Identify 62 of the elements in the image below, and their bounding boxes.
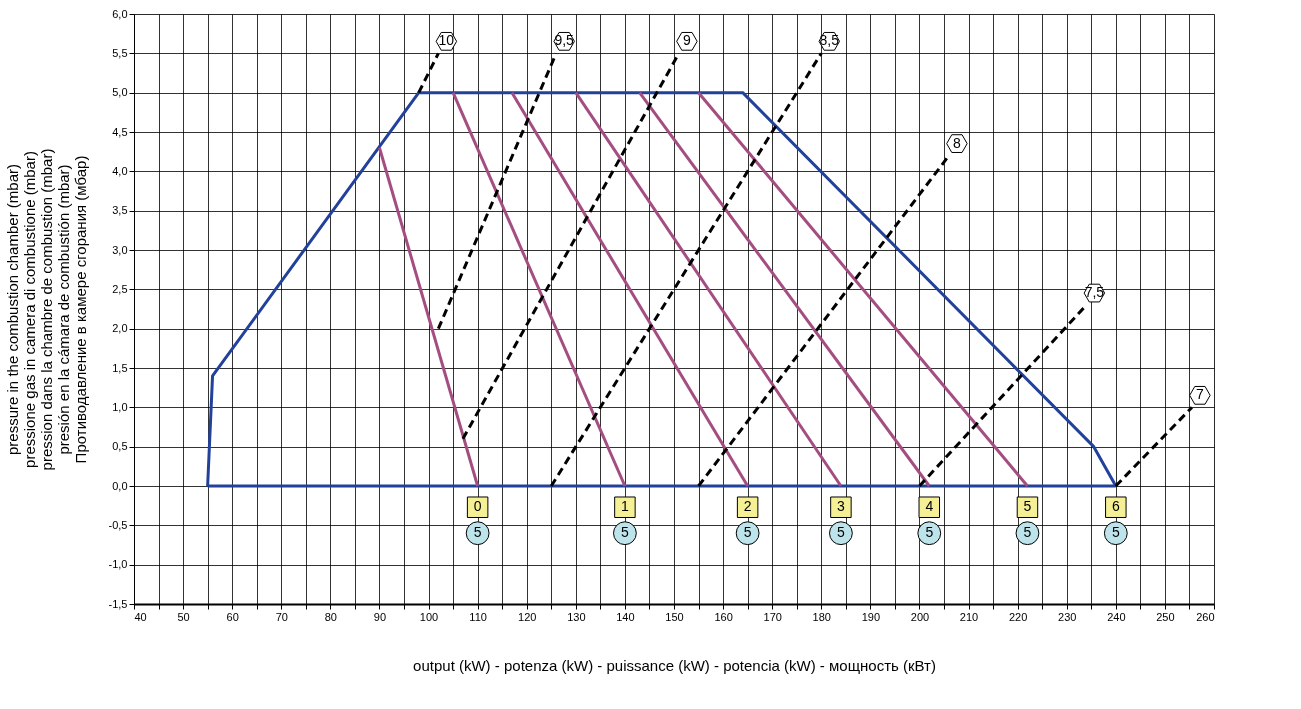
y-tick-label: 0,5	[112, 440, 128, 453]
y-tick-label: 3,5	[112, 204, 128, 217]
y-tick-label: -1,5	[108, 597, 128, 610]
x-tick-label: 240	[1107, 610, 1126, 623]
x-tick-label: 230	[1058, 610, 1077, 623]
x-tick-label: 160	[714, 610, 733, 623]
annotation: 5	[1023, 524, 1032, 541]
annotation: 4	[925, 498, 934, 515]
annotation: 0	[473, 498, 482, 515]
y-tick-label: 1,5	[112, 361, 128, 374]
series-label: 10	[438, 32, 455, 49]
y-tick-label: 0,0	[112, 479, 128, 492]
x-tick-label: 190	[861, 610, 881, 623]
x-tick-label: 40	[134, 610, 147, 623]
x-tick-label: 140	[616, 610, 635, 623]
y-axis-title: pressure in the combustion chamber (mbar) pressione gas in camera di combustione (mbar) pression dans la chambre de combustion (mbar) presión en la cámara de combustión (mbar) Противодавление в камере сгорания (мбар)	[3, 148, 89, 471]
x-tick-label: 170	[763, 610, 782, 623]
x-tick-label: 200	[910, 610, 930, 623]
series-label: 8,5	[819, 32, 840, 49]
annotation: 3	[837, 498, 846, 515]
series-label: 9,5	[554, 32, 575, 49]
x-tick-label: 60	[226, 610, 239, 623]
series-label: 8	[953, 134, 962, 151]
x-tick-label: 220	[1008, 610, 1028, 623]
annotation: 5	[473, 524, 482, 541]
x-tick-label: 90	[373, 610, 387, 623]
x-tick-label: 250	[1156, 610, 1175, 623]
y-tick-label: 2,5	[112, 282, 128, 295]
x-tick-label: 80	[324, 610, 337, 623]
annotation: 2	[743, 498, 752, 515]
annotation: 5	[925, 524, 934, 541]
y-tick-label: 3,0	[112, 243, 128, 256]
y-tick-label: 5,0	[112, 86, 128, 99]
x-tick-label: 260	[1196, 610, 1215, 623]
series-label: 7	[1196, 386, 1205, 403]
x-tick-label: 110	[469, 610, 487, 623]
x-tick-label: 150	[665, 610, 684, 623]
series-label: 9	[683, 32, 692, 49]
y-tick-label: 6,0	[112, 7, 128, 20]
annotation: 5	[621, 524, 630, 541]
annotation: 5	[1023, 498, 1032, 515]
annotation: 6	[1111, 498, 1120, 515]
x-tick-label: 180	[812, 610, 831, 623]
y-tick-label: 5,5	[112, 46, 128, 59]
annotation: 5	[1111, 524, 1120, 541]
x-tick-label: 120	[518, 610, 537, 623]
x-axis-title: output (kW) - potenza (kW) - puissance (kW) - potencia (kW) - мощность (кВт)	[413, 656, 936, 674]
annotation: 5	[743, 524, 752, 541]
y-tick-label: 1,0	[112, 400, 128, 413]
annotation: 5	[837, 524, 846, 541]
x-tick-label: 50	[177, 610, 190, 623]
x-tick-label: 100	[419, 610, 439, 623]
x-tick-label: 70	[275, 610, 288, 623]
x-tick-label: 210	[959, 610, 979, 623]
series-label: 7,5	[1084, 284, 1105, 301]
y-tick-label: 4,5	[112, 125, 128, 138]
annotation: 1	[621, 498, 630, 515]
x-tick-label: 130	[567, 610, 586, 623]
y-tick-label: -0,5	[108, 518, 128, 531]
y-tick-label: -1,0	[108, 558, 128, 571]
y-tick-label: 2,0	[112, 322, 128, 335]
y-tick-label: 4,0	[112, 164, 128, 177]
